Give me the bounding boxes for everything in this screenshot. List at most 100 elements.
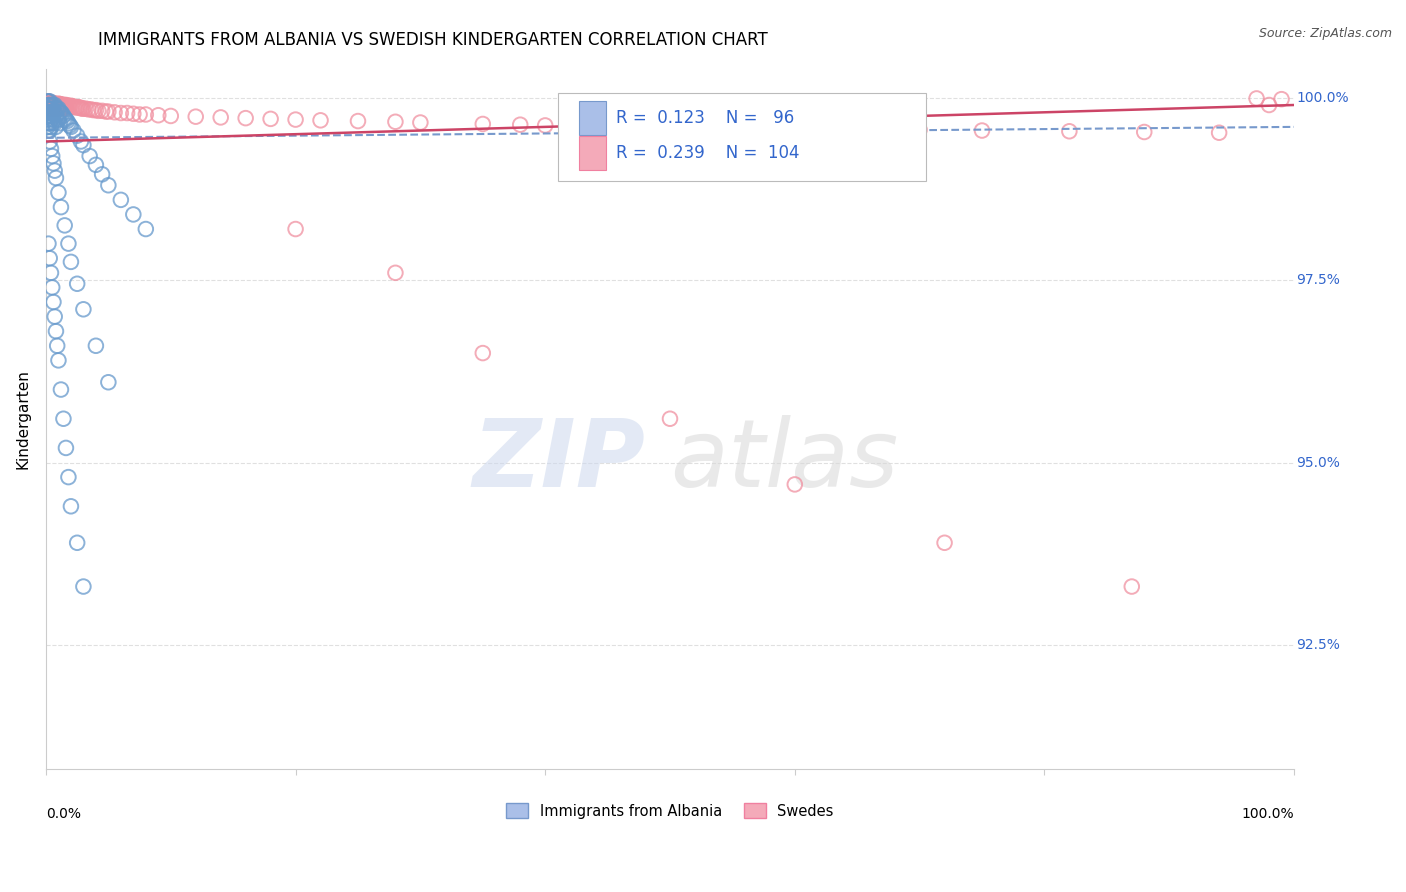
Point [44, 102, 66, 116]
Point [122, 207, 145, 221]
Point [45, 97, 67, 112]
Point [41, 280, 63, 294]
Point [48, 97, 70, 112]
Point [45, 102, 67, 116]
Point [39, 120, 62, 134]
Point [38, 101, 60, 115]
Point [37, 95, 59, 109]
Point [38, 98, 60, 112]
Point [37, 109, 59, 123]
Point [384, 115, 406, 129]
Point [41, 98, 63, 112]
Text: 100.0%: 100.0% [1241, 807, 1294, 822]
Point [91, 103, 114, 118]
Point [87, 103, 110, 118]
Point [75, 102, 97, 116]
Point [41, 102, 63, 116]
Text: 0.0%: 0.0% [46, 807, 82, 822]
Point [66, 535, 89, 549]
Text: 100.0%: 100.0% [1296, 91, 1350, 104]
Point [37, 99, 59, 113]
Y-axis label: Kindergarten: Kindergarten [15, 368, 30, 468]
Point [58, 99, 80, 113]
Point [159, 109, 181, 123]
Point [37, 236, 59, 251]
Point [48, 186, 70, 200]
Point [1270, 92, 1292, 106]
Point [45, 109, 67, 123]
Point [45, 120, 67, 134]
Point [66, 277, 89, 291]
Point [55, 98, 77, 112]
Point [38, 102, 60, 116]
Point [39, 142, 62, 156]
Point [94, 104, 117, 119]
Point [44, 116, 66, 130]
Point [384, 266, 406, 280]
Point [48, 99, 70, 113]
Point [59, 119, 82, 133]
Point [1133, 125, 1156, 139]
Point [284, 222, 307, 236]
Point [135, 222, 157, 236]
Point [79, 149, 101, 163]
Point [37, 112, 59, 127]
Point [39, 96, 62, 111]
Point [49, 200, 72, 214]
Point [42, 295, 65, 310]
Point [37, 103, 59, 117]
Point [59, 99, 82, 113]
Point [42, 105, 65, 120]
Point [934, 535, 956, 549]
Point [38, 135, 60, 149]
Point [42, 98, 65, 112]
Point [38, 98, 60, 112]
Point [37, 123, 59, 137]
Point [60, 99, 83, 113]
Point [97, 104, 120, 119]
Point [148, 108, 170, 122]
Point [1258, 98, 1281, 112]
Point [1059, 124, 1081, 138]
Point [41, 149, 63, 163]
Text: R =  0.123    N =   96: R = 0.123 N = 96 [616, 109, 794, 128]
Point [49, 100, 72, 114]
Point [48, 102, 70, 116]
Point [56, 99, 79, 113]
Point [621, 120, 644, 134]
Point [48, 100, 70, 114]
Point [41, 109, 63, 123]
Point [46, 112, 69, 127]
Point [37, 105, 59, 120]
Point [46, 102, 69, 116]
Point [42, 99, 65, 113]
Text: 95.0%: 95.0% [1296, 456, 1340, 469]
Point [41, 95, 63, 110]
Point [1121, 580, 1143, 594]
Point [77, 103, 100, 117]
Point [184, 110, 207, 124]
Point [37, 116, 59, 130]
Point [37, 102, 59, 116]
Point [44, 310, 66, 324]
Text: atlas: atlas [671, 416, 898, 507]
Point [62, 99, 84, 113]
Point [44, 96, 66, 111]
Point [44, 163, 66, 178]
Point [38, 116, 60, 130]
Legend: Immigrants from Albania, Swedes: Immigrants from Albania, Swedes [501, 797, 839, 825]
Point [44, 105, 66, 120]
Point [509, 118, 531, 132]
Point [571, 119, 593, 133]
Text: R =  0.239    N =  104: R = 0.239 N = 104 [616, 145, 800, 162]
Point [49, 105, 72, 120]
Point [72, 302, 94, 317]
Point [37, 109, 59, 123]
Point [51, 107, 73, 121]
Point [48, 105, 70, 120]
Point [37, 96, 59, 111]
Point [37, 98, 59, 112]
Point [37, 98, 59, 112]
Point [55, 441, 77, 455]
Point [110, 193, 132, 207]
